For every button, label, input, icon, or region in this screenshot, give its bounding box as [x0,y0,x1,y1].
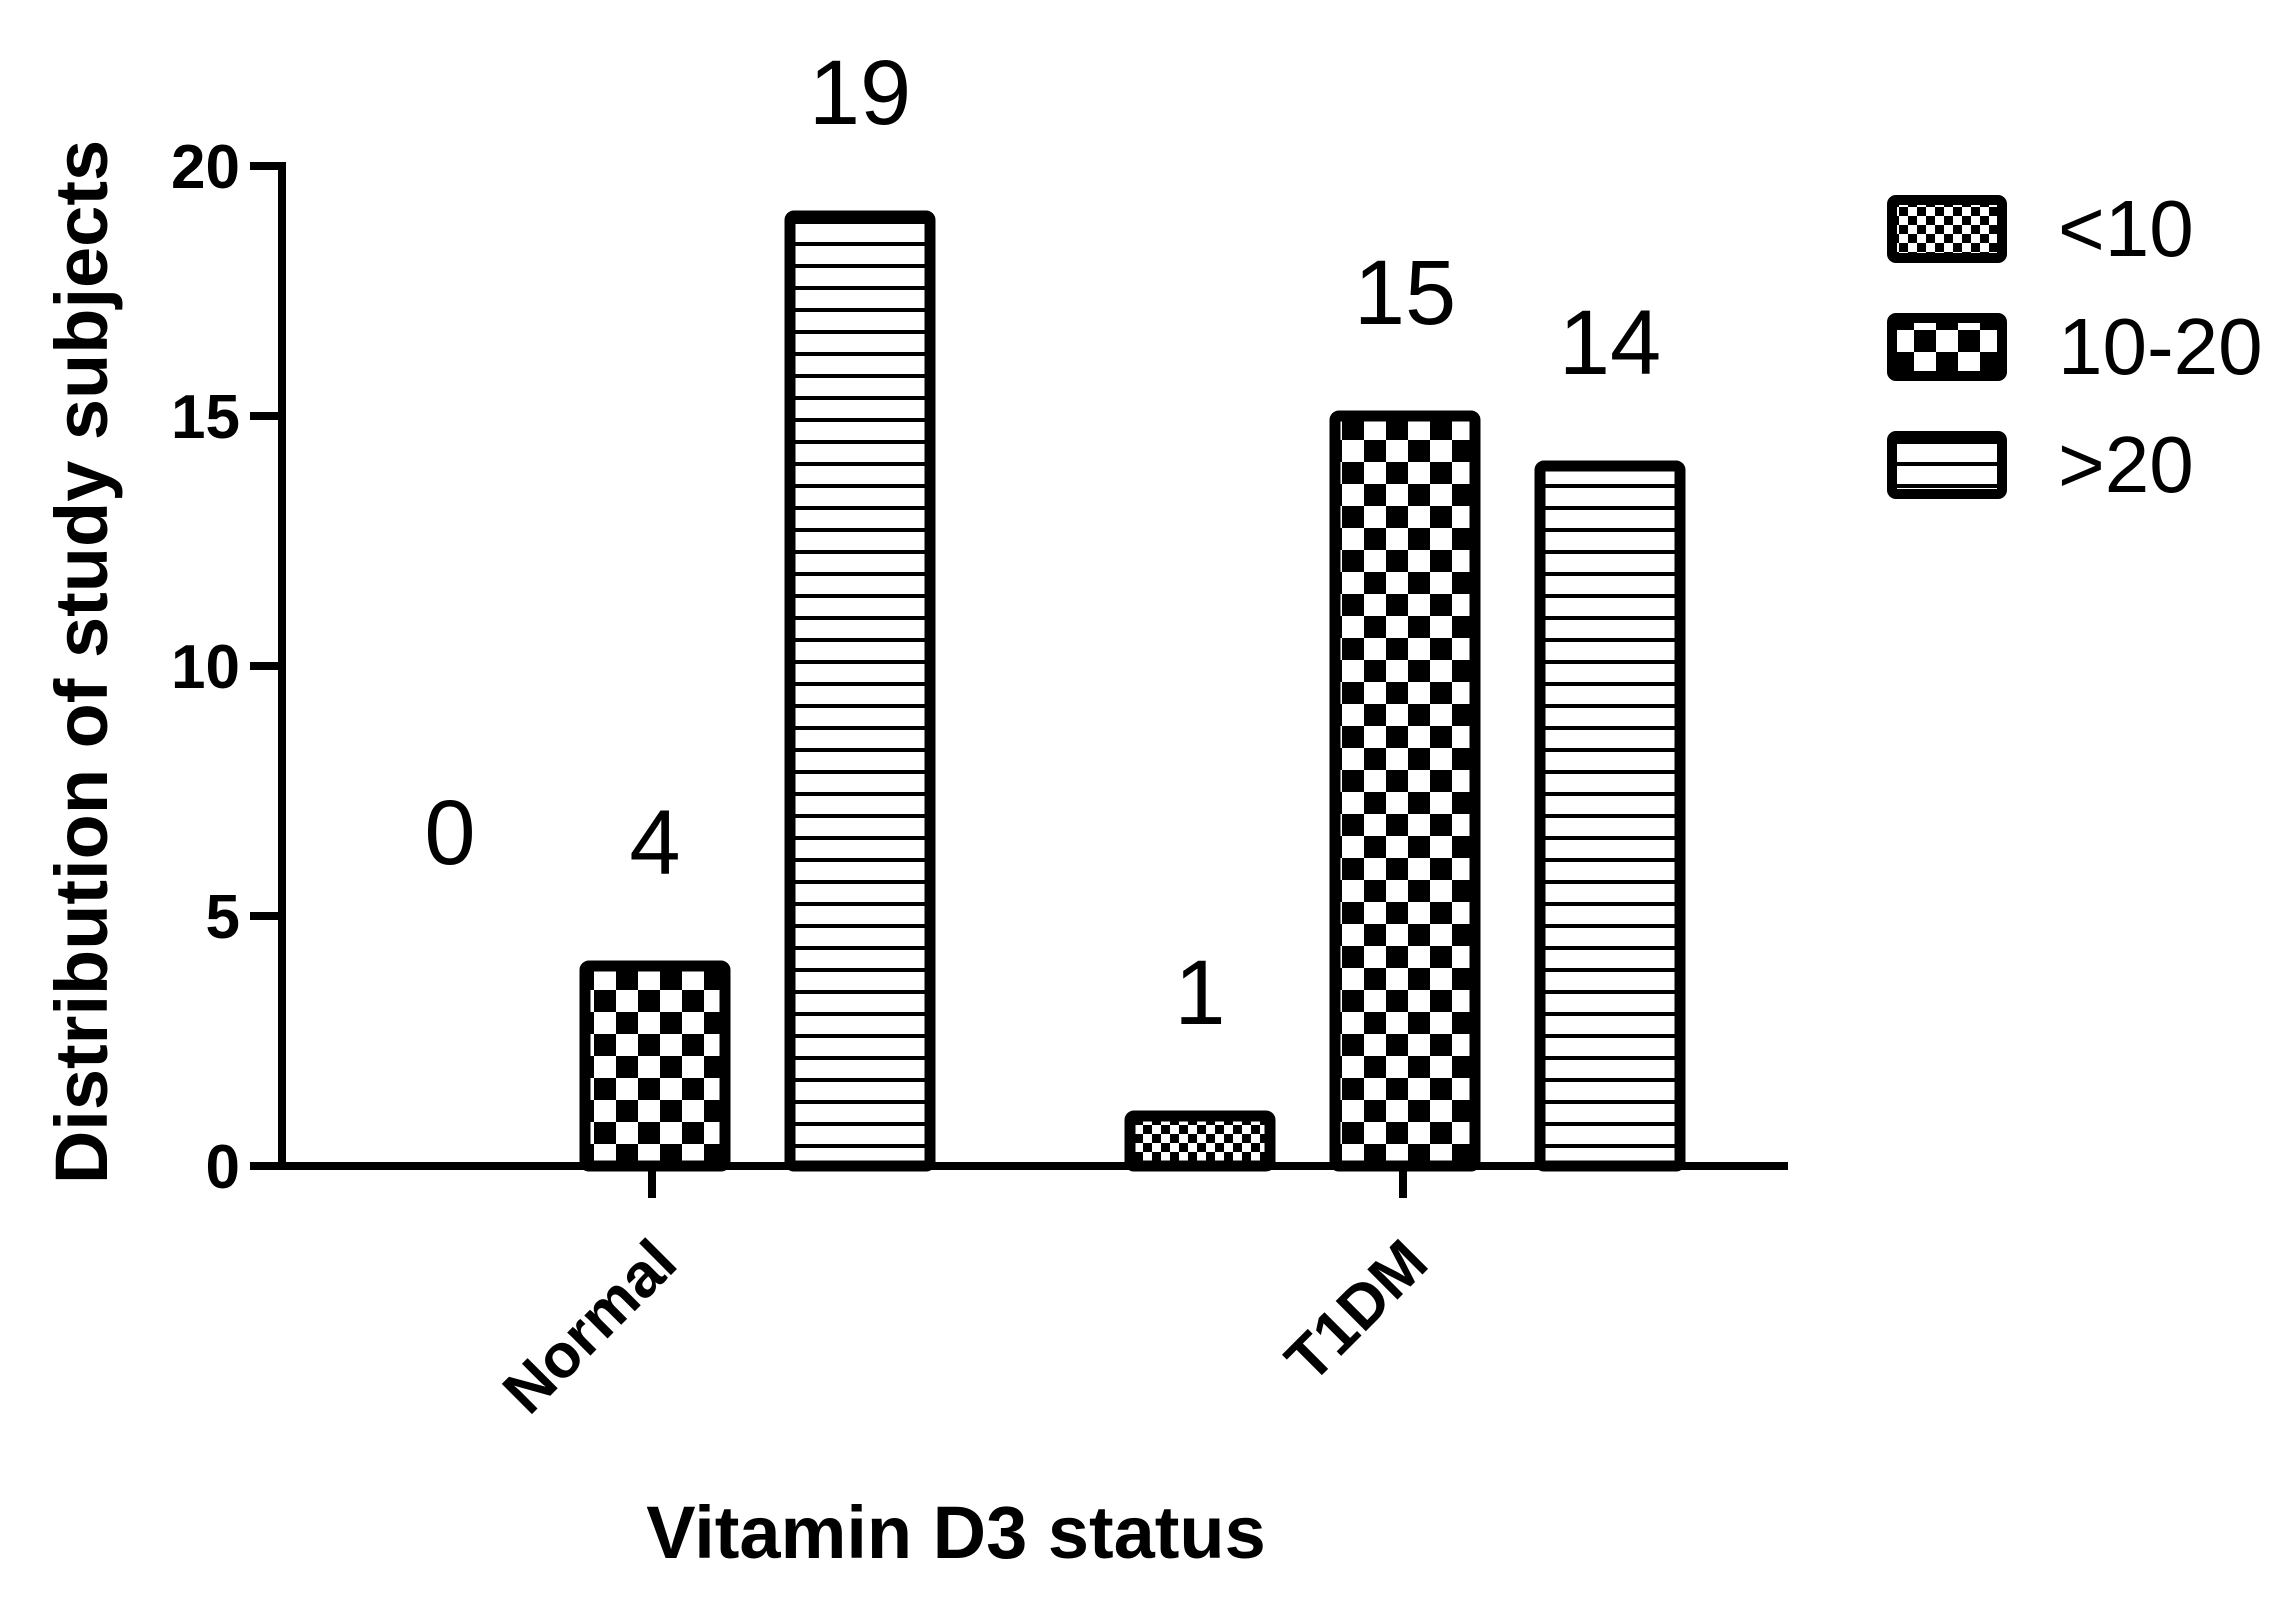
bar-t1dm-series-1 [1329,410,1481,1172]
bar-t1dm-series-2 [1534,460,1686,1172]
data-label-normal-series-2: 19 [809,42,911,144]
bar-normal-series-1 [579,960,731,1172]
y-tick-label-5: 5 [206,883,240,952]
legend-label-series-1: 10-20 [2058,302,2263,391]
legend-swatch-series-0 [1887,195,2007,263]
x-axis-title: Vitamin D3 status [646,1491,1266,1574]
y-tick-label-0: 0 [206,1133,240,1202]
data-label-t1dm-series-1: 15 [1354,242,1456,344]
bar-t1dm-series-0 [1124,1110,1276,1172]
data-label-t1dm-series-2: 14 [1559,292,1661,394]
data-label-t1dm-series-0: 1 [1174,942,1225,1044]
x-tick-label-t1dm: T1DM [1273,1227,1441,1395]
y-tick-label-20: 20 [171,133,240,202]
legend-swatch-series-2 [1887,431,2007,499]
y-tick-label-15: 15 [171,383,240,452]
bars-layer [579,210,1686,1172]
x-tick-label-normal: Normal [490,1227,690,1427]
data-label-normal-series-1: 4 [629,792,680,894]
legend-label-series-0: <10 [2058,184,2194,273]
bar-normal-series-2 [784,210,936,1172]
legend-label-series-2: >20 [2058,420,2194,509]
y-axis-title: Distribution of study subjects [40,140,123,1184]
legend: <10 10-20 >20 [1887,184,2263,509]
y-tick-label-10: 10 [171,633,240,702]
data-label-normal-series-0: 0 [424,782,475,884]
legend-swatch-series-1 [1887,313,2007,381]
